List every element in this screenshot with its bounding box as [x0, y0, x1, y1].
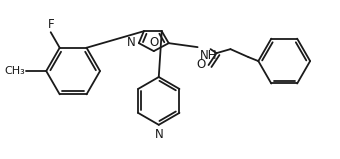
- Text: NH: NH: [200, 49, 217, 62]
- Text: N: N: [127, 36, 136, 49]
- Text: CH₃: CH₃: [4, 66, 25, 76]
- Text: O: O: [149, 36, 158, 49]
- Text: N: N: [154, 128, 163, 141]
- Text: O: O: [196, 58, 206, 71]
- Text: F: F: [47, 18, 54, 31]
